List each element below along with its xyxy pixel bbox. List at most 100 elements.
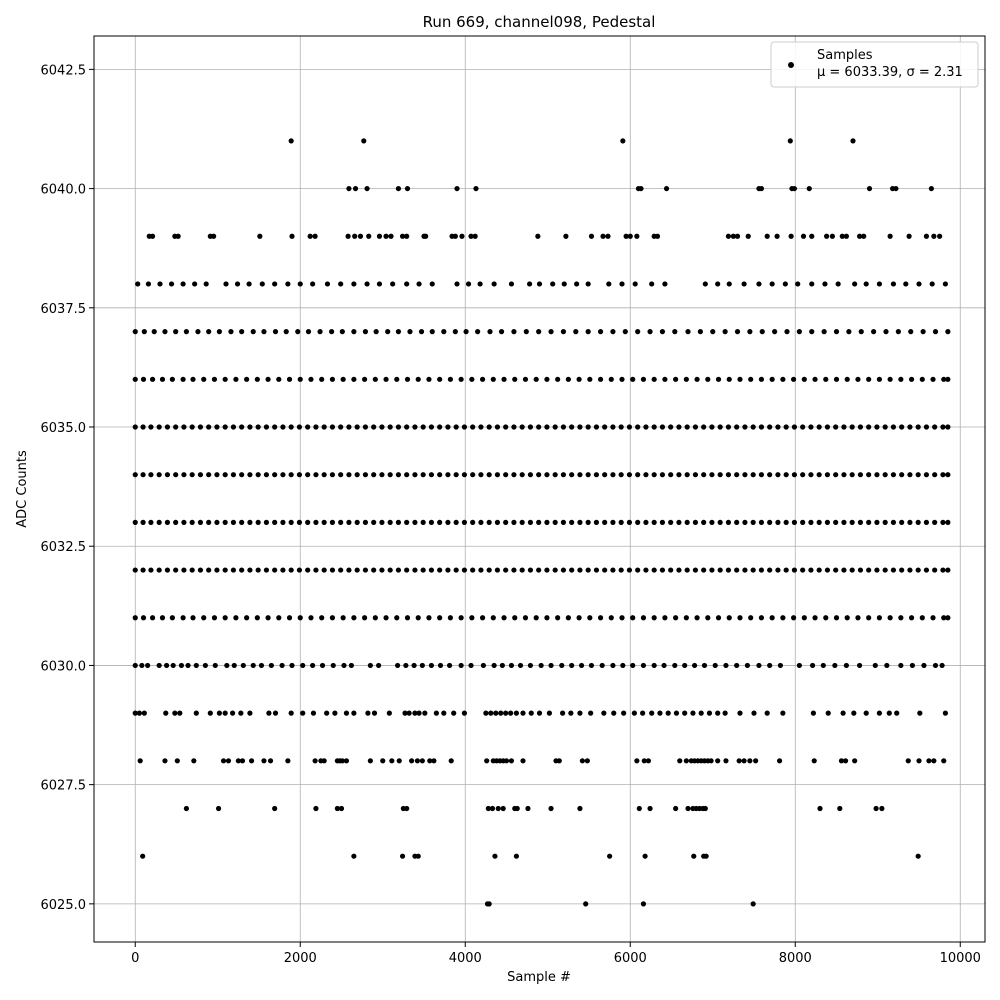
data-point	[197, 424, 204, 430]
data-point	[343, 758, 350, 764]
x-tick-label: 8000	[779, 951, 812, 966]
data-point	[701, 472, 707, 478]
data-point	[665, 710, 671, 716]
data-point	[276, 615, 282, 621]
data-point	[825, 710, 831, 716]
data-point	[764, 233, 770, 239]
data-point	[662, 376, 668, 382]
data-point	[620, 138, 626, 144]
data-point	[560, 567, 567, 573]
data-point	[833, 376, 840, 382]
data-point	[272, 281, 278, 287]
data-point	[544, 472, 550, 478]
data-point	[389, 758, 395, 764]
data-point	[321, 567, 327, 573]
data-point	[339, 758, 345, 764]
data-point	[216, 329, 222, 335]
data-point	[662, 615, 668, 621]
data-point	[619, 615, 625, 621]
data-point	[354, 519, 360, 525]
data-point	[734, 424, 740, 430]
data-point	[649, 710, 655, 716]
data-point	[833, 329, 840, 335]
data-point	[175, 233, 181, 239]
data-point	[659, 424, 666, 430]
data-point	[810, 710, 817, 716]
data-point	[597, 615, 604, 621]
data-point	[163, 710, 169, 716]
data-point	[296, 424, 303, 430]
data-point	[801, 615, 807, 621]
data-point	[668, 472, 674, 478]
y-tick-label: 6040.0	[41, 183, 87, 198]
data-point	[354, 424, 360, 430]
data-point	[140, 472, 146, 478]
data-point	[305, 424, 311, 430]
data-point	[535, 233, 541, 239]
data-point	[764, 710, 770, 716]
data-point	[263, 424, 270, 430]
data-point	[849, 567, 855, 573]
data-point	[404, 567, 410, 573]
data-point	[478, 567, 484, 573]
data-point	[651, 376, 657, 382]
data-point	[585, 281, 591, 287]
data-point	[734, 233, 741, 239]
data-point	[383, 615, 389, 621]
data-point	[587, 615, 593, 621]
data-point	[162, 329, 168, 335]
data-point	[544, 615, 550, 621]
data-point	[775, 519, 781, 525]
data-point	[608, 615, 614, 621]
data-point	[404, 519, 410, 525]
data-point	[445, 519, 451, 525]
data-point	[445, 472, 451, 478]
data-point	[428, 424, 435, 430]
data-point	[635, 329, 641, 335]
data-point	[876, 615, 883, 621]
data-point	[395, 519, 402, 525]
data-point	[465, 281, 472, 287]
data-point	[866, 376, 872, 382]
data-point	[487, 329, 493, 335]
data-point	[181, 472, 187, 478]
data-point	[597, 376, 604, 382]
data-point	[930, 615, 936, 621]
data-point	[469, 615, 475, 621]
data-point	[734, 472, 740, 478]
data-point	[412, 710, 418, 716]
data-point	[725, 424, 732, 430]
data-point	[156, 519, 162, 525]
data-point	[181, 424, 187, 430]
data-point	[321, 424, 327, 430]
data-point	[295, 329, 301, 335]
data-point	[202, 662, 208, 669]
data-point	[280, 472, 286, 478]
data-point	[351, 376, 357, 382]
data-point	[239, 758, 246, 764]
data-point	[626, 519, 633, 525]
x-axis-label: Sample #	[507, 970, 571, 985]
data-point	[887, 615, 893, 621]
data-point	[663, 185, 670, 192]
data-point	[780, 710, 786, 716]
data-point	[849, 424, 855, 430]
data-point	[228, 329, 234, 335]
x-tick-label: 4000	[449, 951, 482, 966]
data-point	[140, 615, 147, 621]
data-point	[940, 567, 946, 573]
data-point	[420, 424, 426, 430]
data-point	[265, 376, 271, 382]
data-point	[722, 710, 728, 716]
data-point	[750, 472, 756, 478]
data-point	[288, 519, 294, 525]
data-point	[879, 805, 885, 812]
data-point	[222, 519, 228, 525]
data-point	[453, 424, 459, 430]
data-point	[452, 329, 458, 335]
data-point	[573, 329, 579, 335]
data-point	[206, 472, 212, 478]
data-point	[494, 519, 501, 525]
data-point	[403, 662, 409, 669]
y-tick-label: 6030.0	[41, 659, 87, 674]
